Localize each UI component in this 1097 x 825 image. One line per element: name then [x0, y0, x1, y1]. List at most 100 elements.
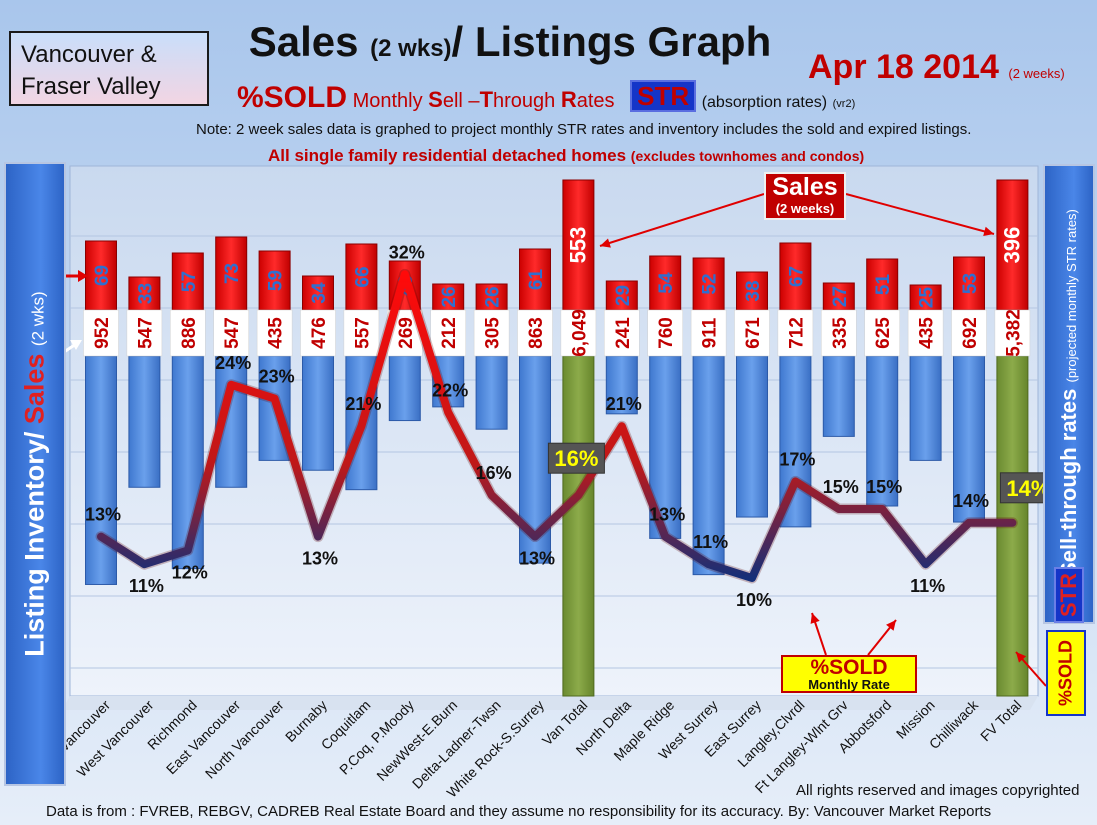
right-label-small: (projected monthly STR rates): [1064, 209, 1079, 383]
left-inventory-pointer-head: [70, 340, 82, 350]
inventory-value-label: 671: [743, 317, 764, 349]
sold-rate-label: 17%: [779, 449, 815, 469]
sales-value-label: 38: [743, 280, 764, 301]
note-text: Note: 2 week sales data is graphed to pr…: [196, 121, 972, 138]
inventory-label-box: [126, 309, 163, 357]
inventory-value-label: 269: [396, 317, 417, 349]
copyright-text: All rights reserved and images copyright…: [796, 782, 1080, 799]
inventory-value-label: 911: [700, 317, 721, 348]
inventory-value-label: 6,049: [569, 309, 590, 357]
left-sales-pointer-head: [78, 270, 88, 282]
sales-callout-title: Sales: [772, 173, 838, 201]
sold-rate-label: 21%: [345, 394, 381, 414]
total-sold-box: [547, 442, 605, 474]
sold-rate-label: 12%: [172, 562, 208, 582]
inventory-label-box: [864, 309, 900, 357]
sales-bar: [779, 242, 812, 311]
inventory-value-label: 5,382: [1003, 309, 1024, 357]
sold-rate-label: 22%: [432, 380, 468, 400]
str-badge: STR: [630, 80, 697, 112]
sales-value-label: 67: [786, 266, 807, 287]
sales-value-label: 53: [960, 273, 981, 294]
inventory-label-box: [690, 309, 727, 357]
sold-callout-sub: Monthly Rate: [808, 677, 890, 692]
sold-rate-label: 11%: [129, 576, 164, 596]
inventory-bar: [736, 355, 768, 518]
inventory-label-box: [430, 309, 466, 357]
title-rest: / Listings Graph: [451, 18, 772, 65]
inventory-label-box: [951, 309, 987, 357]
left-label-sales: Sales: [19, 353, 50, 425]
inventory-label-box: [777, 309, 814, 357]
sales-value-label: 396: [999, 227, 1024, 264]
sales-bar: [649, 255, 682, 311]
date-value: Apr 18 2014: [808, 48, 999, 86]
sales-bar: [953, 256, 985, 311]
total-sold-label: 16%: [554, 446, 598, 471]
sales-bar: [909, 284, 942, 311]
sold-rate-label: 15%: [866, 477, 902, 497]
sold-rate-label: 23%: [259, 367, 295, 387]
sales-bar: [692, 257, 725, 311]
inventory-label-box: [560, 309, 597, 357]
sales-bar: [171, 252, 204, 311]
inventory-bar: [692, 355, 725, 576]
date-note: (2 weeks): [1008, 66, 1065, 81]
sales-value-label: 27: [830, 286, 851, 307]
inventory-value-label: 212: [439, 317, 460, 349]
title-main: Sales: [248, 18, 359, 65]
inventory-bar: [128, 355, 161, 488]
sold-rate-label: 11%: [910, 576, 945, 596]
inventory-label-box: [734, 309, 770, 357]
inventory-value-label: 241: [613, 317, 634, 349]
inventory-label-box: [256, 309, 293, 357]
right-axis-panel: [1043, 164, 1095, 624]
inventory-label-box: [213, 309, 249, 357]
inventory-label-box: [83, 309, 119, 357]
sales-bar: [302, 275, 334, 311]
sales-value-label: 57: [179, 271, 200, 292]
sales-value-label: 52: [700, 273, 721, 294]
sell-through-title: Monthly Sell –Through Rates: [352, 87, 615, 112]
region-line-2: Fraser Valley: [21, 73, 161, 100]
sales-callout: Sales (2 weeks): [764, 172, 846, 220]
sold-arrow-side-head: [1016, 652, 1027, 663]
inventory-bar: [475, 355, 508, 430]
sales-value-label: 26: [439, 286, 460, 307]
inventory-label-box: [821, 309, 857, 357]
version-note: (vr2): [832, 98, 856, 110]
annotation-arrows: [63, 193, 1047, 687]
sales-value-label: 66: [352, 266, 373, 287]
source-text: Data is from : FVREB, REBGV, CADREB Real…: [46, 803, 992, 820]
sold-rate-labels: 13% 11% 12% 24% 23% 13% 21% 32% 22% 16% 13% 16% 21% 1…: [85, 242, 1057, 610]
sales-arrow-van-head: [600, 238, 611, 248]
sold-rate-label: 13%: [302, 549, 338, 569]
inventory-value-label: 547: [222, 317, 243, 349]
sales-value-label: 26: [483, 286, 504, 307]
sales-bar: [562, 179, 595, 311]
left-label-period: (2 wks): [28, 291, 48, 347]
inventory-value-label: 335: [830, 317, 851, 349]
inventory-value-label: 476: [309, 317, 330, 349]
region-line-1: Vancouver &: [21, 41, 157, 68]
left-label-inventory: Listing Inventory/: [19, 424, 50, 657]
inventory-value-label: 952: [92, 317, 113, 349]
sales-arrow-fv: [845, 193, 995, 235]
sales-bar: [996, 179, 1029, 311]
left-axis-panel: [4, 162, 66, 786]
inventory-bar: [171, 355, 204, 570]
sold-rate-label: 14%: [953, 491, 989, 511]
sales-value-label: 33: [135, 283, 156, 304]
right-axis-label: Sell-through rates (projected monthly ST…: [1056, 209, 1082, 577]
inventory-value-label: 692: [960, 317, 981, 349]
sales-value-label: 29: [613, 285, 634, 306]
inventory-label-box: [300, 309, 336, 357]
absorption-note: (absorption rates): [701, 94, 828, 111]
sold-rate-label: 11%: [693, 532, 728, 552]
sales-value-label: 69: [92, 265, 113, 286]
homes-note-small: (excludes townhomes and condos): [630, 148, 865, 164]
inventory-label-box: [170, 309, 206, 357]
sold-side-box: [1046, 630, 1086, 716]
